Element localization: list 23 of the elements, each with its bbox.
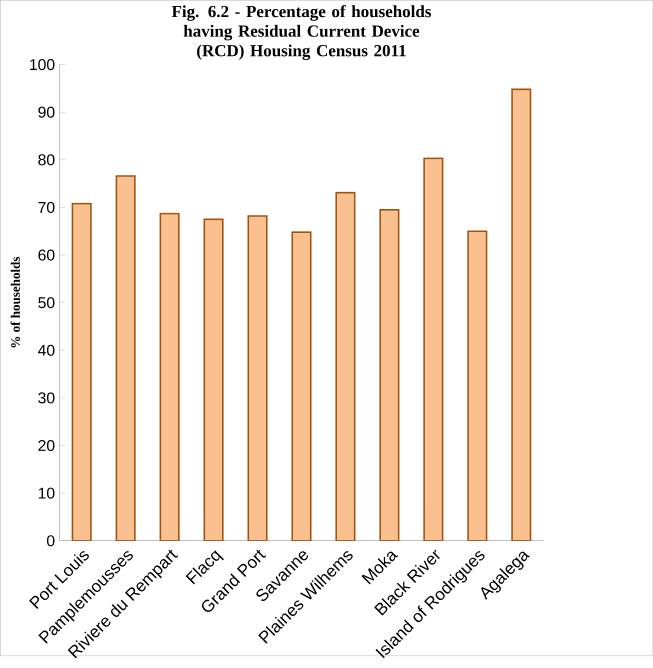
bar (160, 212, 180, 541)
y-tick-label: 30 (38, 392, 54, 404)
y-tick-label: 80 (38, 154, 54, 166)
bar (423, 158, 444, 541)
y-axis-title: % of households (10, 256, 20, 348)
y-tick-label: 0 (46, 535, 54, 546)
y-tick-label: 10 (38, 488, 54, 499)
y-tick-label: 70 (38, 202, 54, 213)
y-tick-label: 90 (38, 106, 54, 118)
y-tick-label: 40 (38, 344, 54, 356)
y-tick-label: 20 (38, 440, 54, 452)
chart-title: Fig. 6.2 - Percentage of households having Residual Current Device (RCD) Housing Census 2011 (172, 5, 431, 60)
bar (291, 231, 312, 541)
bar (335, 192, 356, 541)
bar (379, 209, 400, 541)
y-tick-label: 60 (38, 250, 54, 261)
bar (72, 202, 92, 541)
bar (116, 175, 136, 541)
bar (467, 230, 488, 541)
y-tick-label: 50 (38, 297, 54, 308)
y-tick-label: 100 (30, 59, 54, 70)
bar (247, 215, 268, 541)
bar (203, 218, 224, 541)
